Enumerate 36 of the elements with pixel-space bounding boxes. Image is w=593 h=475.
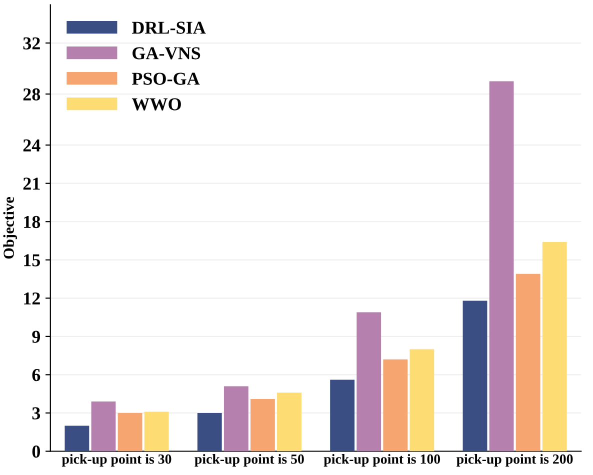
y-tick-label: 3 — [32, 407, 40, 420]
bar — [356, 312, 382, 452]
y-tick-label: 12 — [24, 292, 40, 304]
y-axis-title: Objective — [3, 197, 18, 259]
bar — [542, 242, 567, 452]
bar — [91, 401, 116, 452]
legend-label: PSO-GA — [132, 72, 200, 85]
bar — [383, 359, 408, 452]
bar — [250, 398, 275, 452]
y-tick-label: 24 — [23, 139, 40, 152]
y-tick-label: 15 — [24, 254, 40, 266]
y-tick-label: 21 — [23, 178, 40, 190]
bar — [410, 349, 434, 452]
y-tick-label: 6 — [32, 369, 40, 382]
bar — [197, 412, 222, 452]
bar — [277, 392, 302, 452]
legend-label: WWO — [132, 98, 181, 110]
y-tick-label: 28 — [23, 88, 40, 100]
bar — [118, 412, 142, 452]
x-tick-label: pick-up point is 50 — [194, 454, 304, 467]
x-tick-label: pick-up point is 100 — [324, 454, 440, 467]
y-tick-label: 18 — [24, 216, 40, 228]
bar — [462, 300, 488, 452]
bar — [144, 412, 169, 452]
bar — [224, 386, 248, 452]
y-tick-label: 9 — [32, 330, 40, 343]
x-tick-label: pick-up point is 30 — [62, 454, 172, 467]
y-tick-label: 32 — [23, 37, 40, 50]
bar — [330, 380, 355, 452]
x-tick-label: pick-up point is 200 — [456, 454, 573, 467]
legend-label: DRL-SIA — [132, 22, 206, 34]
bar — [516, 274, 540, 452]
bar — [64, 426, 90, 452]
y-tick-label: 0 — [32, 446, 40, 458]
legend-label: GA-VNS — [132, 47, 200, 60]
bar — [489, 81, 514, 452]
